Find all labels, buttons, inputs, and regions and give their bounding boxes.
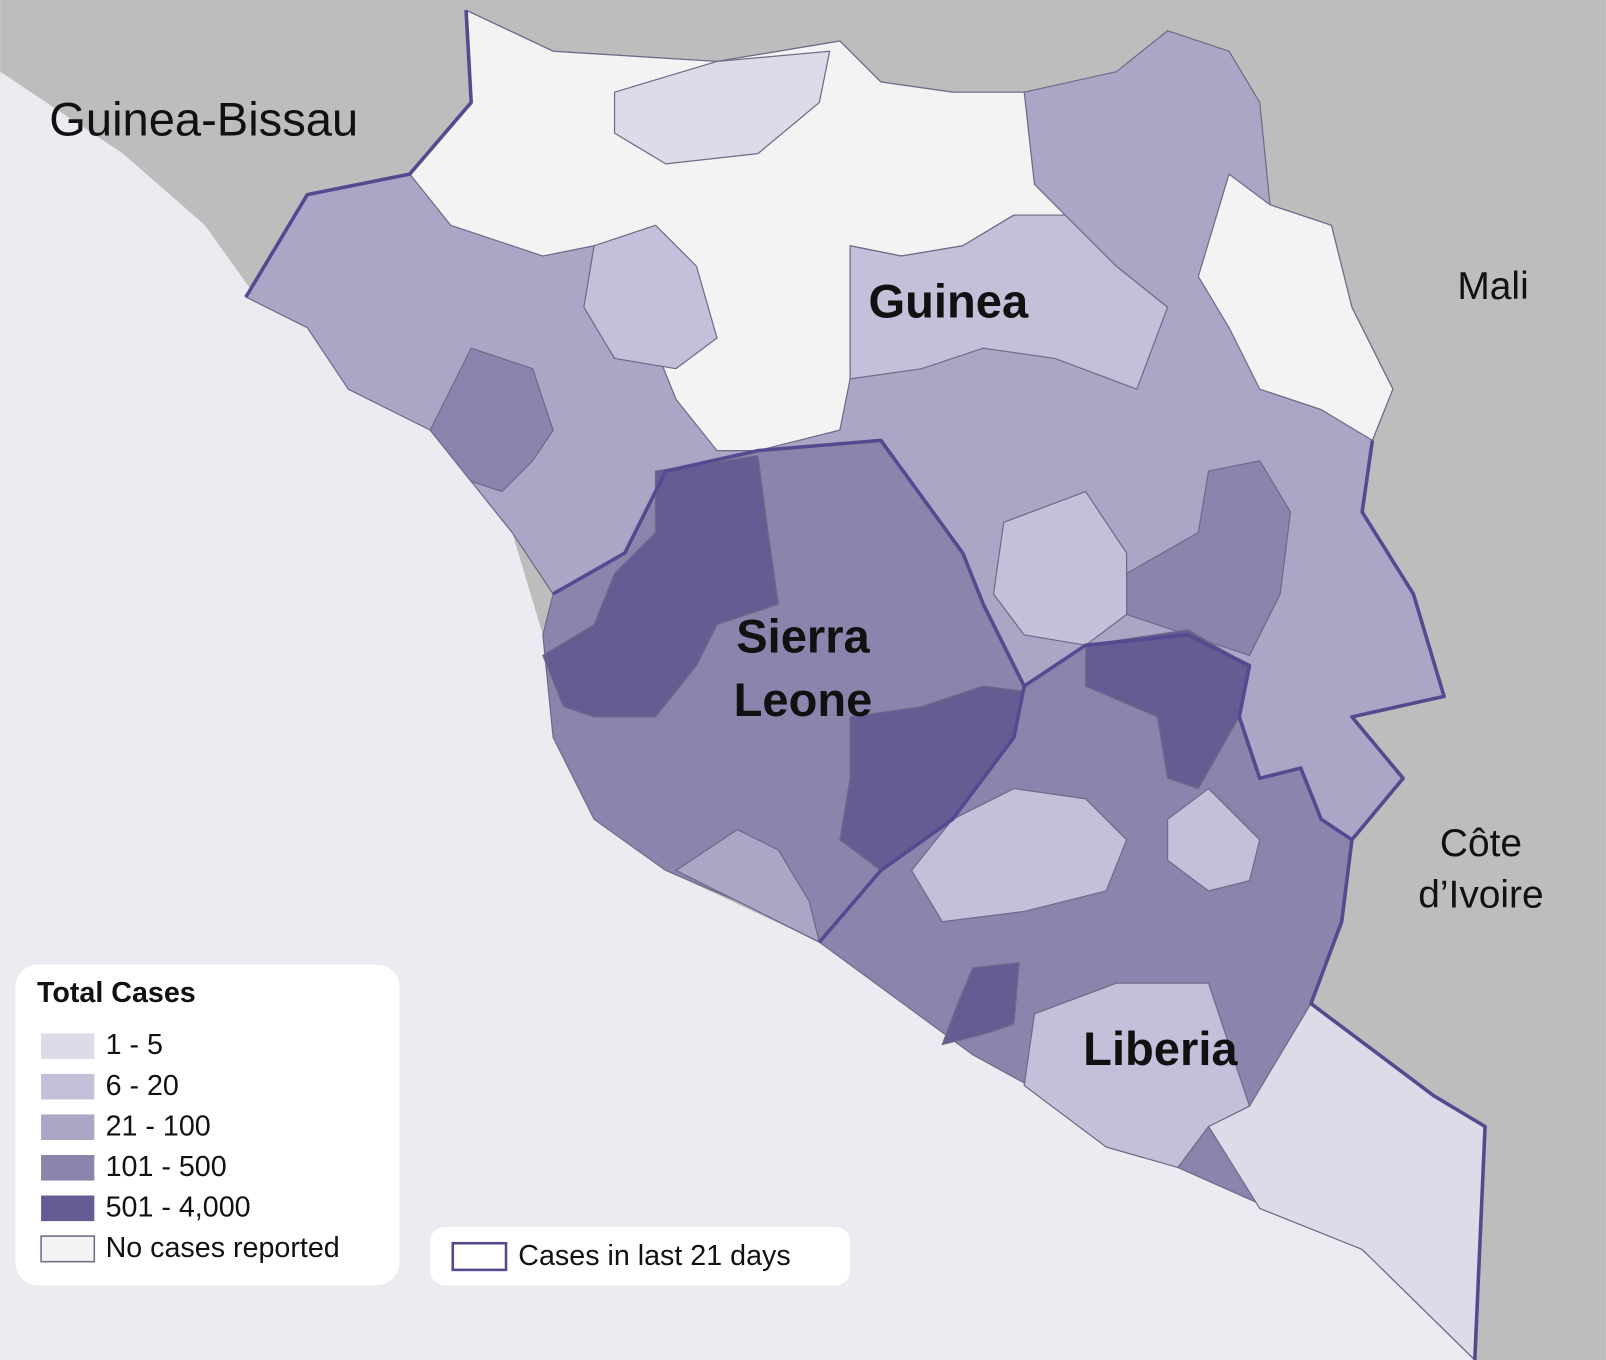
legend-swatch bbox=[41, 1154, 95, 1181]
legend-title: Total Cases bbox=[37, 977, 196, 1009]
recent-legend: Cases in last 21 days bbox=[430, 1226, 851, 1286]
legend-swatch bbox=[41, 1033, 95, 1059]
outline bbox=[244, 10, 473, 298]
legend-label: 21 - 100 bbox=[106, 1110, 211, 1142]
region bbox=[542, 455, 780, 718]
legend-label: No cases reported bbox=[106, 1232, 340, 1264]
region bbox=[1197, 173, 1394, 441]
region bbox=[910, 787, 1128, 923]
legend-box bbox=[15, 964, 400, 1286]
region bbox=[583, 224, 718, 370]
legend-label: 501 - 4,000 bbox=[106, 1191, 251, 1223]
region bbox=[1023, 982, 1251, 1169]
region bbox=[429, 347, 554, 493]
region bbox=[613, 50, 831, 165]
region bbox=[1166, 787, 1261, 892]
legend-label: 6 - 20 bbox=[106, 1070, 179, 1102]
legend-swatch bbox=[40, 1235, 96, 1263]
outline bbox=[552, 438, 1026, 944]
country-label: Liberia bbox=[1083, 1022, 1238, 1075]
country-label: d’Ivoire bbox=[1418, 873, 1543, 916]
legend-label: 101 - 500 bbox=[106, 1151, 227, 1183]
region bbox=[849, 214, 1169, 390]
country-label: Leone bbox=[734, 673, 873, 726]
legend-label: Cases in last 21 days bbox=[518, 1240, 790, 1272]
legend-swatch bbox=[41, 1114, 95, 1141]
country-label: Guinea bbox=[869, 275, 1029, 328]
region bbox=[941, 962, 1020, 1046]
region bbox=[992, 490, 1128, 646]
legend-swatch bbox=[41, 1195, 95, 1222]
legend-box bbox=[430, 1226, 851, 1286]
legend: Total Cases 1 - 5 6 - 20 21 - 100 101 - 500… bbox=[15, 964, 400, 1286]
legend-swatch bbox=[451, 1241, 508, 1272]
outline bbox=[1023, 633, 1487, 1360]
country-label: Côte bbox=[1440, 822, 1522, 865]
legend-label: 1 - 5 bbox=[106, 1029, 163, 1061]
region bbox=[675, 828, 821, 943]
outline bbox=[1350, 440, 1446, 841]
country-label: Sierra bbox=[736, 609, 870, 662]
region bbox=[1085, 629, 1251, 790]
country-label: Mali bbox=[1457, 265, 1528, 308]
region bbox=[1126, 460, 1292, 657]
legend-swatch bbox=[41, 1073, 95, 1100]
recent-cases-outline bbox=[244, 10, 1487, 1360]
country-label: Guinea-Bissau bbox=[49, 92, 358, 145]
regions bbox=[245, 9, 1486, 1360]
